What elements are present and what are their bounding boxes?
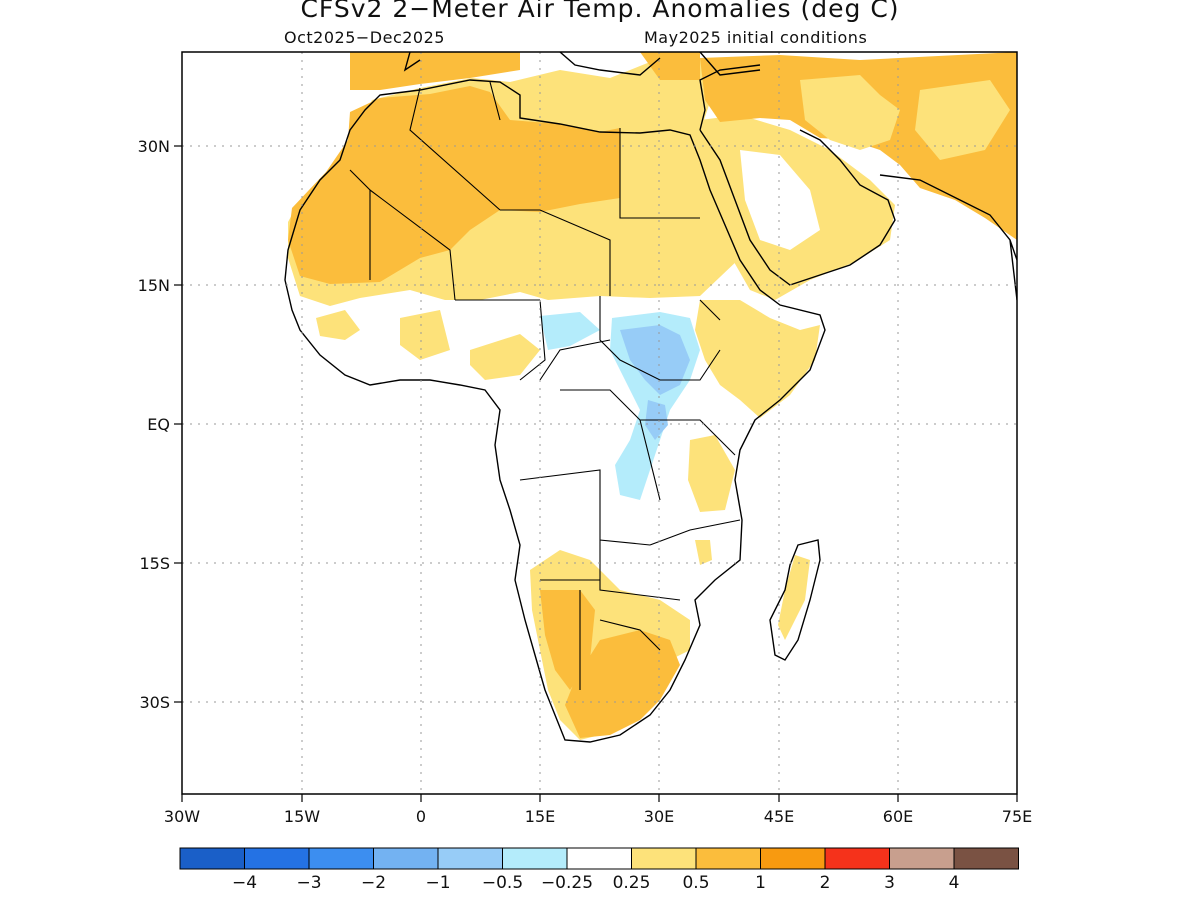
gridlines [182,52,1017,794]
color-scale-label: −0.25 [541,873,593,893]
lon-tick-label: 45E [764,807,794,826]
lon-tick-label: 30W [164,807,200,826]
color-scale-swatch [437,847,503,870]
color-scale-swatch [244,847,310,870]
color-scale-swatch [179,847,245,870]
color-scale-labels: −4 −3 −2 −1 −0.5 −0.25 0.25 0.5 1 2 3 4 [232,873,959,893]
color-scale-bar [179,847,1019,870]
color-scale-swatch [631,847,697,870]
color-scale-swatch [502,847,568,870]
color-scale-swatch [695,847,761,870]
lon-tick-label: 60E [883,807,913,826]
map-frame [181,51,1018,795]
lon-tick-label: 15E [525,807,555,826]
color-scale-label: −1 [425,873,450,893]
color-scale-swatch [373,847,439,870]
anomaly-shading-arabia-neutral [740,150,820,250]
color-scale-swatch [566,847,632,870]
coastline [284,52,1017,743]
lat-tick-label: EQ [147,415,170,434]
color-scale-swatch [308,847,374,870]
anomaly-shading-southern-africa [540,590,680,738]
color-scale-label: 4 [949,873,960,893]
anomaly-shading-horn-of-africa [695,300,820,418]
color-scale-label: 1 [755,873,766,893]
map-layer [284,52,1017,743]
color-scale-label: 0.25 [613,873,651,893]
anomaly-shading-madagascar [778,555,810,640]
country-borders [349,81,741,690]
anomaly-shading-west-africa [316,310,540,380]
initial-conditions: May2025 initial conditions [644,28,868,47]
lon-tick-label: 0 [416,807,426,826]
anomaly-shading-sudan-cool [620,325,690,395]
lat-tick-label: 15N [138,276,170,295]
color-scale-swatch [760,847,826,870]
anomaly-shading-mediterranean [350,52,700,90]
color-scale-swatch [889,847,955,870]
color-scale-label: −0.5 [482,873,523,893]
forecast-period: Oct2025−Dec2025 [284,28,445,47]
color-scale-swatch [824,847,890,870]
color-scale-label: 2 [820,873,831,893]
color-scale-label: 3 [884,873,895,893]
color-scale-label: −2 [361,873,386,893]
lon-tick-label: 75E [1002,807,1032,826]
lat-tick-label: 15S [139,554,170,573]
anomaly-shading-sahara [288,86,620,284]
color-scale-label: −3 [296,873,321,893]
lat-tick-label: 30N [138,137,170,156]
map-title: CFSv2 2−Meter Air Temp. Anomalies (deg C… [300,0,900,23]
anomaly-shading-middle-east-light [800,75,1010,160]
color-scale-swatch [953,847,1019,870]
lon-tick-label: 15W [284,807,320,826]
color-scale-label: 0.5 [682,873,709,893]
lat-tick-label: 30S [139,693,170,712]
color-scale-label: −4 [232,873,257,893]
tick-marks [174,145,1018,802]
lon-tick-label: 30E [644,807,674,826]
anomaly-shading-east-africa [688,435,735,565]
